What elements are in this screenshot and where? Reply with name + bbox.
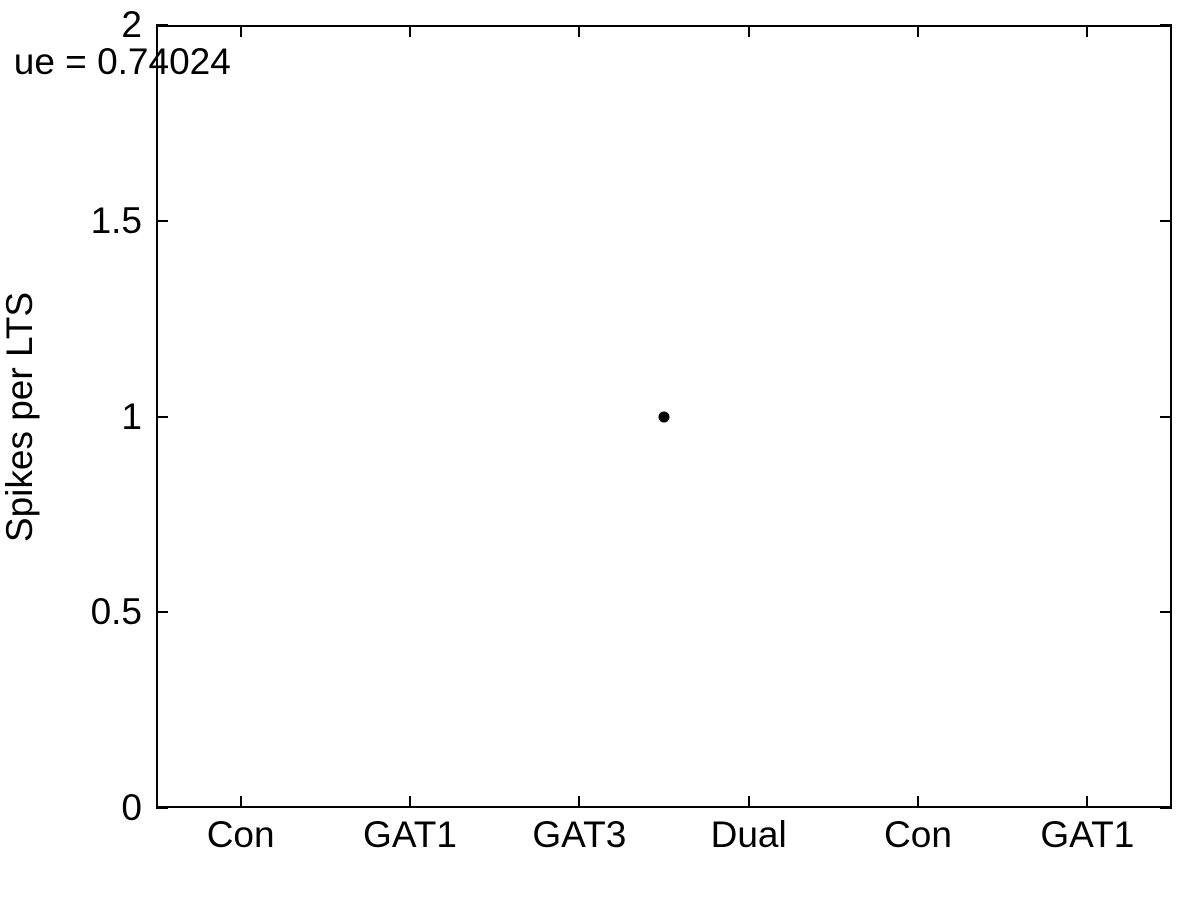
y-axis-label: Spikes per LTS bbox=[0, 267, 41, 567]
y-tick bbox=[156, 807, 168, 809]
x-tick-label: Con bbox=[884, 814, 952, 856]
data-point bbox=[659, 411, 670, 422]
x-tick-label: GAT1 bbox=[363, 814, 457, 856]
y-tick bbox=[156, 220, 168, 222]
x-tick bbox=[578, 796, 580, 808]
y-tick-label: 0.5 bbox=[91, 591, 142, 633]
y-tick bbox=[156, 24, 168, 26]
x-tick bbox=[917, 796, 919, 808]
y-tick-label: 1.5 bbox=[91, 200, 142, 242]
x-tick bbox=[917, 25, 919, 37]
y-tick bbox=[1160, 220, 1172, 222]
x-tick bbox=[409, 25, 411, 37]
x-tick bbox=[578, 25, 580, 37]
y-tick bbox=[1160, 416, 1172, 418]
y-tick-label: 0 bbox=[121, 787, 142, 829]
chart: Con GAT1 GAT3 Dual Con GAT1 0 0.5 1 1.5 2 Spikes pe… bbox=[0, 0, 1200, 900]
x-tick-label: Dual bbox=[711, 814, 787, 856]
x-tick-label: GAT1 bbox=[1040, 814, 1134, 856]
y-tick bbox=[1160, 807, 1172, 809]
p-value-annotation: ue = 0.74024 bbox=[14, 41, 231, 83]
y-tick bbox=[1160, 24, 1172, 26]
x-tick bbox=[240, 25, 242, 37]
x-tick bbox=[748, 25, 750, 37]
y-tick bbox=[156, 416, 168, 418]
x-tick-label: GAT3 bbox=[532, 814, 626, 856]
x-tick bbox=[240, 796, 242, 808]
y-tick bbox=[156, 611, 168, 613]
x-tick bbox=[748, 796, 750, 808]
x-tick-label: Con bbox=[207, 814, 275, 856]
x-tick bbox=[1086, 796, 1088, 808]
y-tick-label: 2 bbox=[121, 4, 142, 46]
x-tick bbox=[409, 796, 411, 808]
y-tick-label: 1 bbox=[121, 396, 142, 438]
y-tick bbox=[1160, 611, 1172, 613]
x-tick bbox=[1086, 25, 1088, 37]
